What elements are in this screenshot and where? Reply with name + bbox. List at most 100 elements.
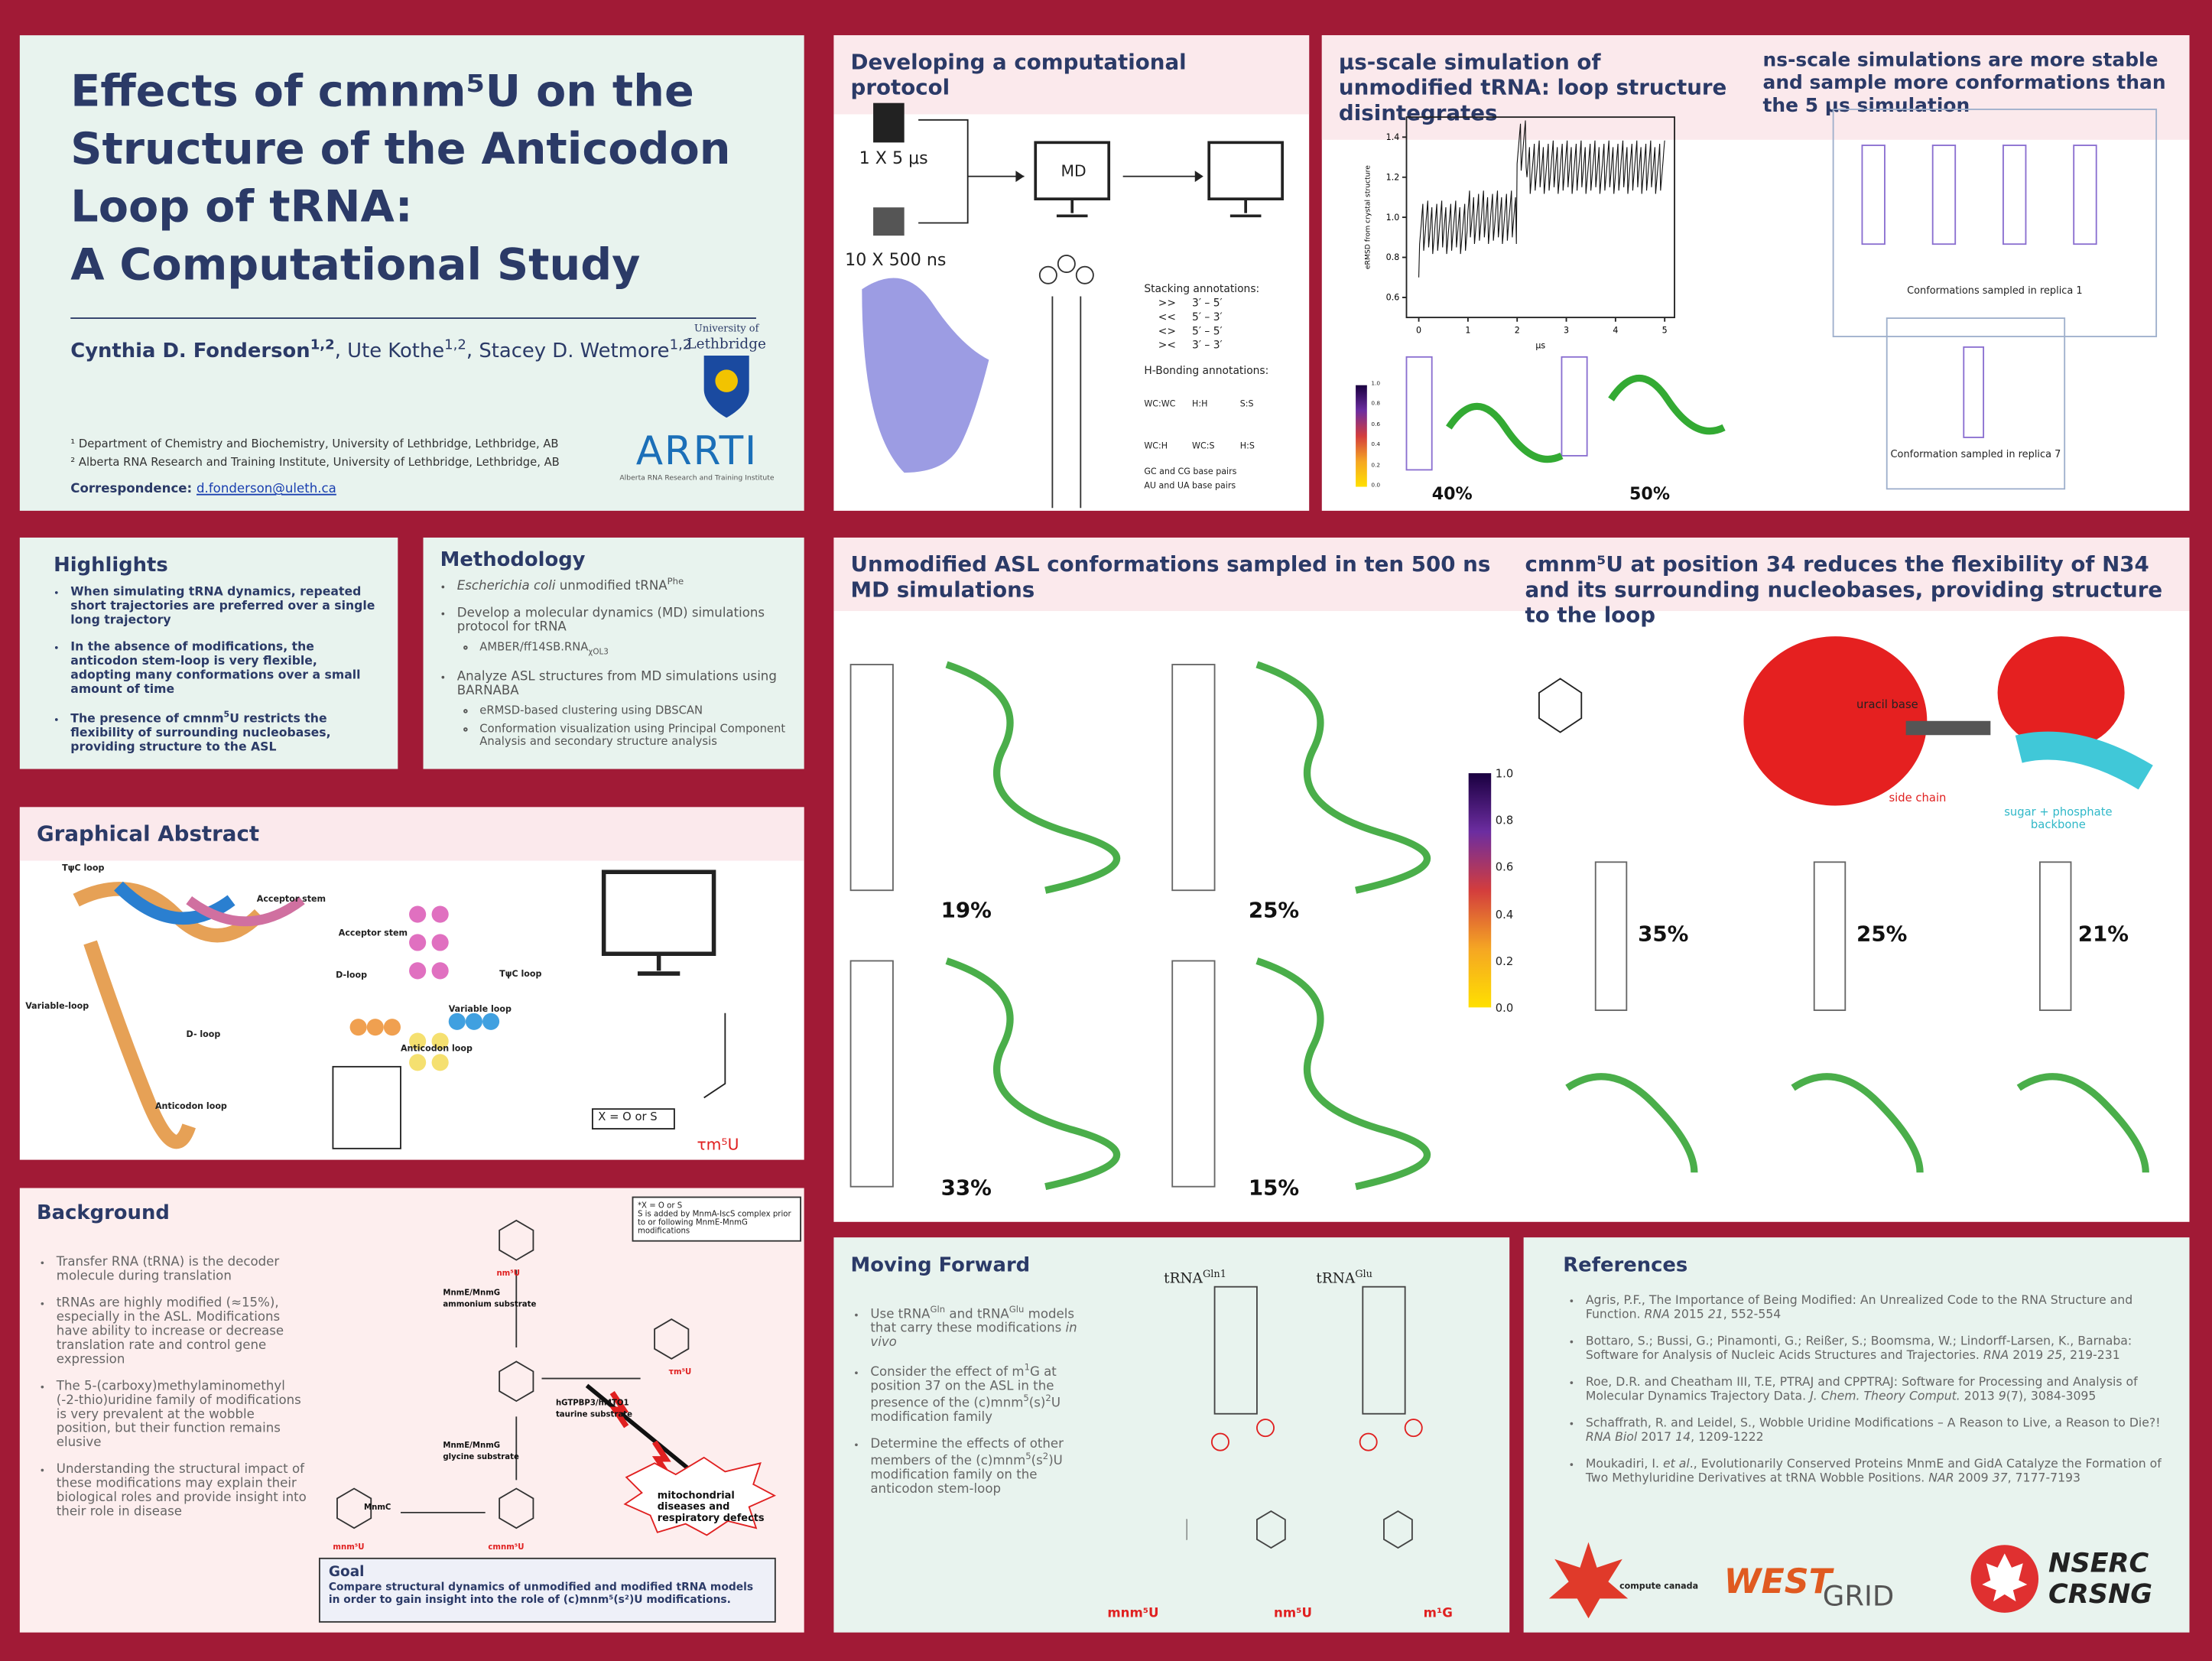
crest [703,355,749,418]
colorbar-tick-label: 0.0 [1371,481,1381,489]
caption: Conformation sampled in replica 7 [1890,448,2061,460]
replica-box: Conformations sampled in replica 1 [1832,109,2158,337]
run-label: 10 X 500 ns [845,249,947,270]
pair-list: GC and CG base pairs AU and UA base pair… [1144,466,1288,494]
stacking-row: >> 3′ – 5′ [1158,296,1288,310]
panel-title: Moving Forward [850,1254,1031,1277]
highlights-list: When simulating tRNA dynamics, repeated … [20,586,398,755]
background-panel: Background Transfer RNA (tRNA) is the de… [19,1188,804,1633]
text-run: Gln1 [1202,1268,1226,1280]
text-run: Schaffrath, R. and Leidel, S., Wobble Ur… [1585,1416,2161,1431]
x-tick-label: 0 [1416,325,1421,335]
legend-title: H-Bonding annotations: [1144,364,1269,377]
divider [70,317,756,319]
logo-text: CRSNG [2048,1578,2153,1611]
erm-chart: 0 1 2 3 4 5 0.6 0.8 1.0 1.2 1.4 μs eRMSD from crysta… [1364,116,1675,351]
figure-label: side chain [1889,791,1947,804]
text-run: 25 [2047,1348,2063,1364]
text-run: 14 [1675,1430,1691,1445]
y-axis-label: eRMSD from crystal structure [1364,165,1372,269]
asl-panel: Unmodified ASL conformations sampled in … [833,537,2190,1222]
figure-label: Anticodon loop [154,1101,227,1112]
list-item: Determine the effects of other members o… [870,1438,1082,1497]
pair-label: GC and CG base pairs [1144,466,1237,477]
plot-frame [1405,116,1675,319]
y-tick-label: 0.6 [1386,293,1400,303]
logo-text: GRID [1822,1578,1895,1613]
item-text: Analyze ASL structures from MD simulatio… [456,669,777,698]
x-tick-label: 2 [1515,325,1520,335]
colorbar-tick-label: 0.8 [1371,399,1381,408]
highlights-panel: Highlights When simulating tRNA dynamics… [19,537,398,769]
scheme-label: MnmE/MnmG [443,1289,501,1299]
author-name: Ute Kothe [347,340,445,362]
text-run: Escherichia coli [456,580,556,594]
figure-label: sugar + phosphate backbone [2004,805,2113,831]
colorbar-tick-label: 0.4 [1495,908,1514,922]
protocol-panel: Developing a computational protocol 1 X … [833,35,1310,511]
figure-label: Acceptor stem [338,928,408,938]
text-run: Consider the effect of m [870,1365,1025,1380]
hbond-list: WC:WC H:H S:S WC:H WC:S H:S [1144,398,1288,454]
stacking-list: >> 3′ – 5′ << 5′ – 3′ <> 5′ – 5′ >< 3′ – 3′ [1144,296,1288,353]
percent-label: 33% [940,1175,992,1201]
text-run: 2009 [1954,1471,1993,1486]
text-run: 2015 [1669,1308,1708,1322]
figure-label: Variable loop [448,1004,512,1015]
email-link[interactable]: d.fonderson@uleth.ca [197,483,336,497]
text-run: The presence of cmnm [70,712,224,726]
text-run: , 1209-1222 [1691,1430,1764,1445]
text-run: 5 [223,710,230,720]
colorbar-tick-label: 0.6 [1495,861,1514,874]
text-run: tRNA [1164,1271,1203,1288]
panel-header: Unmodified ASL conformations sampled in … [833,537,2190,628]
scheme-label: hGTPBP3/hMTO1 [555,1399,629,1409]
goal-title: Goal [328,1565,365,1581]
panel-title: References [1563,1254,1688,1277]
abstract-figure [73,870,726,1149]
text-run: (7), 3084-3095 [2006,1390,2097,1404]
text-run: 1 [1024,1363,1030,1373]
scheme-label: τm⁵U [668,1368,692,1377]
scheme-label: mitochondrial diseases and respiratory d… [657,1490,765,1524]
logo-text: Lethbridge [687,336,766,353]
md-label: MD [1061,162,1087,181]
scheme-label: MnmE/MnmG [443,1442,501,1451]
methodology-panel: Methodology Escherichia coli unmodified … [423,537,804,769]
simulation-panel: μs-scale simulation of unmodified tRNA: … [1321,35,2190,511]
logo-text: NSERC [2048,1547,2149,1579]
affiliation: ² Alberta RNA Research and Training Inst… [70,455,560,469]
text-run: 2017 [1637,1430,1676,1445]
compound-label: m¹G [1423,1607,1453,1621]
goal-box: Goal Compare structural dynamics of unmo… [318,1557,776,1623]
stacking-symbol: >> [1158,296,1176,310]
list-item: Bottaro, S.; Bussi, G.; Pinamonti, G.; R… [1586,1334,2173,1363]
trna-label: tRNAGln1 [1164,1269,1226,1288]
author-affiliation: 1,2 [444,336,466,353]
panel-title: Methodology [440,548,586,572]
x-tick-label: 5 [1662,325,1668,335]
x-axis-label: μs [1535,341,1545,351]
logo-text: Alberta RNA Research and Training Instit… [619,473,775,483]
text-run: )U modification family on the anticodon … [870,1455,1063,1497]
title-line: Effects of cmnm⁵U on the [70,66,694,118]
text-run: tRNA [1316,1271,1356,1288]
list-item: The presence of cmnm5U restricts the fle… [70,710,378,755]
text-run: NAR [1928,1471,1954,1486]
caption: Conformations sampled in replica 1 [1907,284,2083,297]
panel-title: Developing a computational protocol [833,35,1310,115]
hbond-label: WC:H [1144,441,1168,452]
compound-label: mnm⁵U [1107,1607,1159,1621]
conformation-figure [1405,356,1726,471]
author: Cynthia D. Fonderson1,2 [70,337,334,362]
list-item: Consider the effect of m1G at position 3… [870,1363,1082,1425]
percent-label: 21% [2077,921,2129,948]
text-run: U modification family [870,1396,1061,1425]
text-run: U restricts the flexibility of surroundi… [70,712,331,755]
y-tick-label: 1.4 [1386,132,1400,142]
percent-label: 19% [940,897,992,923]
text-run: Agris, P.F., The Importance of Being Mod… [1585,1293,2133,1322]
nserc-leaf [1970,1545,2039,1613]
scheme-label: mnm⁵U [333,1543,365,1552]
